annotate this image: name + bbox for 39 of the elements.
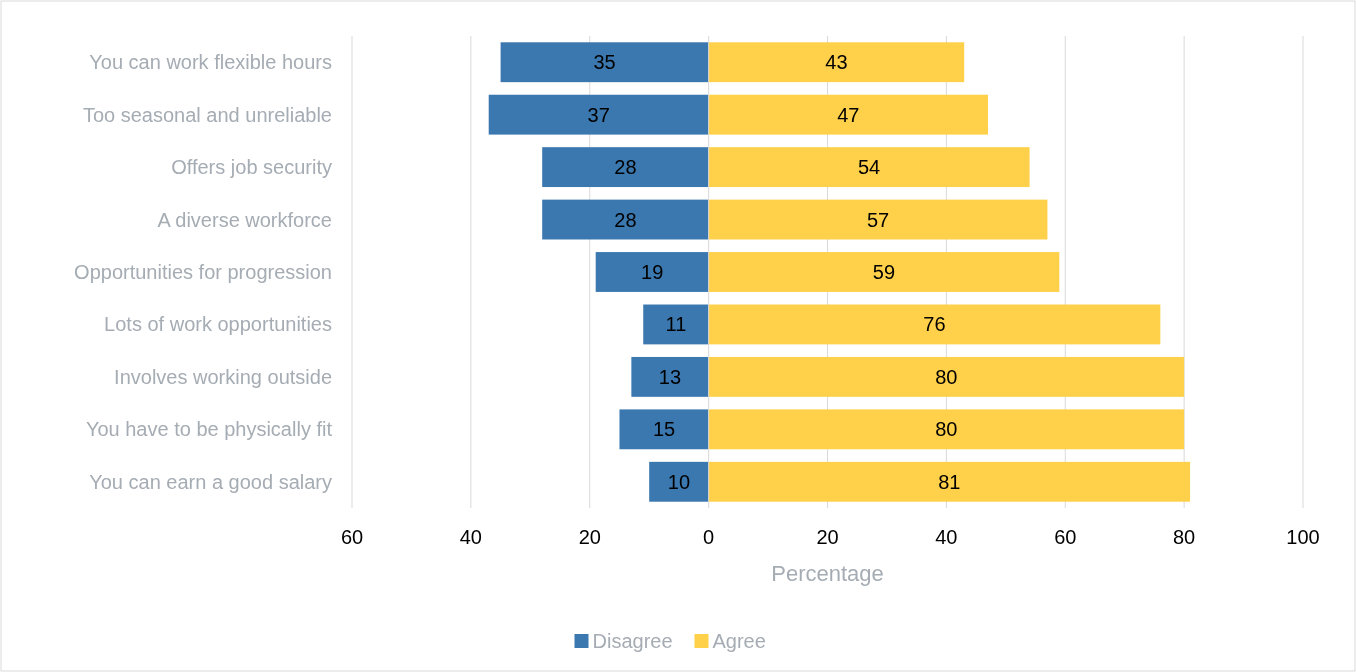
- y-tick-label: A diverse workforce: [157, 208, 332, 231]
- y-tick-label: Lots of work opportunities: [104, 313, 332, 336]
- x-tick-label: 100: [1286, 526, 1320, 548]
- data-label: 59: [872, 261, 896, 283]
- data-label: 35: [593, 51, 616, 74]
- x-axis-title: Percentage: [771, 561, 884, 586]
- x-tick-label: 80: [1173, 526, 1196, 548]
- y-tick-label: Offers job security: [171, 156, 332, 179]
- data-label: 11: [665, 313, 687, 336]
- data-label: 13: [658, 365, 682, 388]
- data-label: 57: [866, 208, 890, 231]
- x-tick-label: 20: [578, 526, 601, 548]
- x-tick-label: 40: [935, 526, 958, 548]
- data-label: 80: [935, 365, 958, 388]
- data-label: 28: [614, 156, 637, 179]
- y-tick-label: Involves working outside: [114, 365, 332, 388]
- data-label: 54: [857, 156, 881, 179]
- x-tick-label: 20: [816, 526, 839, 548]
- legend-label: Disagree: [592, 630, 673, 652]
- y-tick-label: You can work flexible hours: [89, 51, 332, 74]
- y-tick-label: You can earn a good salary: [89, 470, 332, 493]
- data-label: 80: [935, 418, 958, 441]
- data-label: 37: [587, 103, 610, 126]
- x-tick-label: 60: [340, 526, 364, 548]
- x-tick-label: 60: [1054, 526, 1077, 548]
- x-tick-label: 40: [459, 526, 482, 548]
- data-label: 10: [667, 470, 691, 493]
- data-label: 28: [614, 208, 637, 231]
- data-label: 43: [825, 51, 848, 74]
- data-label: 76: [923, 313, 946, 336]
- data-label: 81: [938, 470, 961, 493]
- y-tick-label: Opportunities for progression: [74, 261, 332, 283]
- x-tick-label: 0: [703, 526, 715, 548]
- legend-label: Agree: [712, 630, 766, 652]
- y-tick-label: Too seasonal and unreliable: [82, 103, 332, 126]
- data-label: 15: [652, 418, 676, 441]
- data-label: 19: [641, 261, 664, 283]
- y-tick-label: You have to be physically fit: [85, 418, 333, 441]
- data-label: 47: [837, 103, 860, 126]
